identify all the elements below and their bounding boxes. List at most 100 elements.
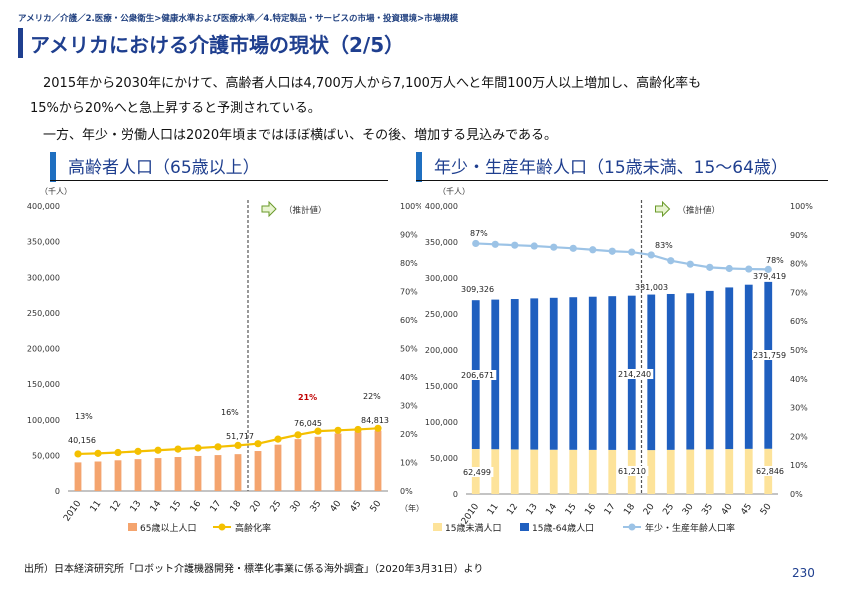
- x-tick-label-16: 16: [189, 499, 204, 514]
- bar-0-40: [725, 449, 734, 494]
- section-accent-bar-right: [416, 152, 422, 182]
- body-text-line-1: 2015年から2030年にかけて、高齢者人口は4,700万人から7,100万人へ…: [30, 76, 702, 91]
- bar-0-12: [114, 460, 122, 491]
- forecast-label: （推計値）: [284, 205, 327, 216]
- line-point-50: [374, 424, 382, 432]
- line-point-14: [550, 243, 558, 251]
- page-number: 230: [792, 566, 815, 580]
- source-note: 出所）日本経済研究所「ロボット介護機器開発・標準化事業に係る海外調査」（2020…: [24, 564, 484, 575]
- bar-0-30: [686, 449, 695, 494]
- bar-0-14: [154, 458, 162, 491]
- data-label: 76,045: [294, 419, 322, 428]
- series-line-2: [475, 242, 769, 271]
- data-label-bg: [617, 369, 654, 379]
- chart-title-working-age: 年少・生産年齢人口（15歳未満、15～64歳）: [434, 158, 788, 178]
- x-tick-label-35: 35: [309, 499, 324, 514]
- bar-1-40: [725, 287, 734, 450]
- y-tick-label-left: 200,000: [27, 345, 60, 354]
- bar-0-20: [254, 451, 262, 491]
- line-point-17: [214, 443, 222, 451]
- data-label: 214,240: [618, 370, 651, 379]
- line-point-40: [334, 426, 342, 434]
- x-tick-label-18: 18: [622, 502, 637, 517]
- bar-0-14: [549, 449, 558, 494]
- bar-0-15: [174, 457, 182, 491]
- x-tick-label-25: 25: [269, 499, 284, 514]
- y-tick-label-right: 30%: [790, 404, 808, 413]
- y-tick-label-right: 40%: [400, 373, 418, 382]
- bar-0-18: [234, 454, 242, 491]
- section-underline-left: [50, 180, 388, 181]
- forecast-arrow-icon: [261, 200, 277, 218]
- y-tick-label-right: 50%: [790, 346, 808, 355]
- bar-0-13: [530, 449, 539, 494]
- data-label: 51,717: [226, 432, 254, 441]
- line-point-11: [491, 240, 499, 248]
- y-tick-label-right: 30%: [400, 402, 418, 411]
- x-tick-label-13: 13: [129, 499, 144, 514]
- legend-label-1: 高齢化率: [235, 522, 271, 534]
- bar-1-13: [530, 298, 539, 450]
- bar-0-20: [647, 450, 656, 494]
- line-point-13: [134, 447, 142, 455]
- section-underline-right: [416, 180, 828, 181]
- data-label-bg: [617, 466, 649, 476]
- bar-0-45: [354, 431, 362, 491]
- bar-1-12: [510, 299, 519, 450]
- forecast-arrow-icon: [655, 200, 671, 218]
- x-tick-label-2010: 2010: [62, 499, 83, 524]
- x-tick-label-50: 50: [369, 499, 384, 514]
- y-tick-label-left: 400,000: [425, 202, 458, 211]
- line-point-12: [511, 241, 519, 249]
- y-tick-label-right: 0%: [400, 487, 413, 496]
- legend-marker-1: [218, 523, 226, 531]
- line-point-11: [94, 449, 102, 457]
- line-point-40: [725, 264, 733, 273]
- y-tick-label-left: 50,000: [32, 451, 60, 460]
- y-tick-label-left: 0: [453, 490, 458, 499]
- elderly-population-chart: （千人） 0 50,000 100,000 150,000 200,000 250,000 3…: [27, 186, 421, 534]
- line-point-50: [764, 265, 772, 273]
- y-tick-label-left: 250,000: [425, 310, 458, 319]
- y-tick-label-right: 60%: [790, 317, 808, 326]
- x-tick-label-12: 12: [505, 502, 520, 517]
- bar-0-11: [94, 461, 102, 491]
- x-tick-label-17: 17: [603, 502, 618, 517]
- y-tick-label-right: 10%: [790, 461, 808, 470]
- x-tick-label-20: 20: [249, 499, 264, 514]
- x-tick-label-11: 11: [89, 499, 104, 514]
- data-label-bg: [462, 467, 494, 477]
- y-axis-unit: （千人）: [438, 186, 470, 196]
- line-point-18: [234, 441, 242, 449]
- y-tick-label-left: 100,000: [425, 418, 458, 427]
- y-tick-label-left: 300,000: [27, 273, 60, 282]
- x-tick-label-14: 14: [544, 502, 559, 517]
- x-tick-label-15: 15: [169, 499, 184, 514]
- x-tick-label-11: 11: [486, 502, 501, 517]
- x-tick-label-2010: 2010: [460, 502, 481, 527]
- line-point-2010: [472, 239, 480, 248]
- y-tick-label-right: 100%: [400, 202, 421, 211]
- y-tick-label-right: 20%: [400, 430, 418, 439]
- legend-swatch-0: [433, 523, 442, 531]
- bar-0-16: [588, 449, 597, 494]
- data-label: 61,210: [618, 467, 646, 476]
- y-tick-label-right: 80%: [400, 259, 418, 268]
- bar-0-25: [274, 444, 282, 491]
- bar-1-15: [569, 297, 578, 450]
- x-tick-label-14: 14: [149, 499, 164, 514]
- y-tick-label-left: 250,000: [27, 309, 60, 318]
- data-label-bg: [755, 466, 787, 476]
- data-label: 78%: [766, 256, 784, 265]
- bar-0-45: [744, 448, 753, 494]
- y-tick-label-right: 0%: [790, 490, 803, 499]
- line-point-25: [274, 435, 282, 443]
- line-point-20: [254, 440, 262, 448]
- bar-1-16: [588, 296, 597, 450]
- bar-0-30: [294, 439, 302, 491]
- y-tick-label-left: 150,000: [425, 382, 458, 391]
- bar-0-16: [194, 455, 202, 491]
- y-tick-label-right: 100%: [790, 202, 813, 211]
- bar-1-45: [744, 284, 753, 449]
- breadcrumb: アメリカ／介護／2.医療・公衆衛生>健康水準および医療水準／4.特定製品・サービ…: [18, 14, 459, 24]
